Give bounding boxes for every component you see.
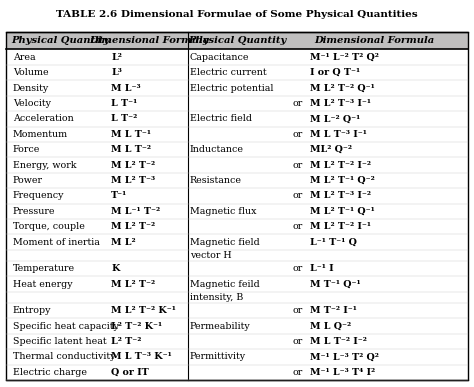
Text: Permittivity: Permittivity (190, 353, 246, 361)
Text: M L² T⁻²: M L² T⁻² (111, 161, 155, 170)
Text: intensity, B: intensity, B (190, 293, 243, 302)
Text: Acceleration: Acceleration (13, 114, 73, 123)
Text: or: or (292, 192, 302, 200)
Text: M T⁻¹ Q⁻¹: M T⁻¹ Q⁻¹ (310, 280, 361, 289)
Text: Energy, work: Energy, work (13, 161, 76, 170)
Text: M L² T⁻² I⁻¹: M L² T⁻² I⁻¹ (310, 222, 371, 231)
Text: Electric field: Electric field (190, 114, 252, 123)
Text: Heat energy: Heat energy (13, 280, 72, 289)
Text: M L⁻³: M L⁻³ (111, 84, 141, 92)
Text: M⁻¹ L⁻³ T² Q²: M⁻¹ L⁻³ T² Q² (310, 353, 379, 361)
Text: M⁻¹ L⁻³ T⁴ I²: M⁻¹ L⁻³ T⁴ I² (310, 368, 375, 377)
Text: M L T⁻³ I⁻¹: M L T⁻³ I⁻¹ (310, 130, 367, 139)
Text: Density: Density (13, 84, 49, 92)
Text: Velocity: Velocity (13, 99, 51, 108)
Text: TABLE 2.6 Dimensional Formulae of Some Physical Quantities: TABLE 2.6 Dimensional Formulae of Some P… (56, 10, 418, 19)
Bar (6, 32, 468, 50)
Text: L²: L² (111, 53, 122, 62)
Text: Physical Quantity: Physical Quantity (188, 36, 286, 45)
Text: Physical Quantity: Physical Quantity (11, 36, 109, 45)
Text: M T⁻² I⁻¹: M T⁻² I⁻¹ (310, 306, 357, 315)
Text: or: or (292, 306, 302, 315)
Text: Resistance: Resistance (190, 176, 242, 185)
Text: M L T⁻²: M L T⁻² (111, 145, 151, 154)
Text: M L⁻¹ T⁻²: M L⁻¹ T⁻² (111, 207, 160, 216)
Text: Magnetic feild: Magnetic feild (190, 280, 260, 289)
Text: Magnetic flux: Magnetic flux (190, 207, 256, 216)
Text: Permeability: Permeability (190, 322, 251, 330)
Text: vector H: vector H (190, 251, 231, 260)
Text: M L T⁻³ K⁻¹: M L T⁻³ K⁻¹ (111, 353, 172, 361)
Text: Electric potential: Electric potential (190, 84, 273, 92)
Text: M L² T⁻¹ Q⁻¹: M L² T⁻¹ Q⁻¹ (310, 207, 375, 216)
Text: Specific heat capacity: Specific heat capacity (13, 322, 118, 330)
Text: Torque, couple: Torque, couple (13, 222, 84, 231)
Text: Electric current: Electric current (190, 68, 266, 77)
Text: Force: Force (13, 145, 40, 154)
Text: or: or (292, 222, 302, 231)
Text: or: or (292, 337, 302, 346)
Text: M L² T⁻³: M L² T⁻³ (111, 176, 155, 185)
Text: K: K (111, 264, 119, 273)
Text: M L² T⁻² K⁻¹: M L² T⁻² K⁻¹ (111, 306, 176, 315)
Text: Frequency: Frequency (13, 192, 64, 200)
Text: Capacitance: Capacitance (190, 53, 249, 62)
Text: or: or (292, 99, 302, 108)
Text: or: or (292, 130, 302, 139)
Text: L⁻¹ T⁻¹ Q: L⁻¹ T⁻¹ Q (310, 238, 357, 247)
Text: L T⁻¹: L T⁻¹ (111, 99, 137, 108)
Text: L³: L³ (111, 68, 122, 77)
Text: Inductance: Inductance (190, 145, 244, 154)
Text: Dimensional Formula: Dimensional Formula (314, 36, 434, 45)
Text: Pressure: Pressure (13, 207, 55, 216)
Text: Power: Power (13, 176, 43, 185)
Text: Momentum: Momentum (13, 130, 68, 139)
Text: M L² T⁻² I⁻²: M L² T⁻² I⁻² (310, 161, 371, 170)
Text: ML² Q⁻²: ML² Q⁻² (310, 145, 352, 154)
Text: M L² T⁻²: M L² T⁻² (111, 280, 155, 289)
Text: M L⁻² Q⁻¹: M L⁻² Q⁻¹ (310, 114, 360, 123)
Text: I or Q T⁻¹: I or Q T⁻¹ (310, 68, 360, 77)
Text: Dimensional Formula: Dimensional Formula (89, 36, 209, 45)
Text: M L² T⁻³ I⁻¹: M L² T⁻³ I⁻¹ (310, 99, 371, 108)
Text: M L T⁻¹: M L T⁻¹ (111, 130, 151, 139)
Text: Specific latent heat: Specific latent heat (13, 337, 106, 346)
Text: M L²: M L² (111, 238, 136, 247)
Text: Entropy: Entropy (13, 306, 51, 315)
Text: M L² T⁻² Q⁻¹: M L² T⁻² Q⁻¹ (310, 84, 375, 92)
Text: M L² T⁻¹ Q⁻²: M L² T⁻¹ Q⁻² (310, 176, 375, 185)
Text: Moment of inertia: Moment of inertia (13, 238, 100, 247)
Text: or: or (292, 161, 302, 170)
Text: M⁻¹ L⁻² T² Q²: M⁻¹ L⁻² T² Q² (310, 53, 379, 62)
Text: L² T⁻²: L² T⁻² (111, 337, 142, 346)
Text: M L² T⁻²: M L² T⁻² (111, 222, 155, 231)
Text: or: or (292, 264, 302, 273)
Text: L⁻¹ I: L⁻¹ I (310, 264, 334, 273)
Text: Magnetic field: Magnetic field (190, 238, 260, 247)
Text: T⁻¹: T⁻¹ (111, 192, 128, 200)
Text: Temperature: Temperature (13, 264, 75, 273)
Text: M L Q⁻²: M L Q⁻² (310, 322, 351, 330)
Text: L² T⁻² K⁻¹: L² T⁻² K⁻¹ (111, 322, 162, 330)
Text: Q or IT: Q or IT (111, 368, 149, 377)
Text: M L² T⁻³ I⁻²: M L² T⁻³ I⁻² (310, 192, 371, 200)
Text: Volume: Volume (13, 68, 48, 77)
Text: M L T⁻² I⁻²: M L T⁻² I⁻² (310, 337, 367, 346)
Text: L T⁻²: L T⁻² (111, 114, 137, 123)
Text: Electric charge: Electric charge (13, 368, 87, 377)
Text: Thermal conductivity: Thermal conductivity (13, 353, 115, 361)
Text: Area: Area (13, 53, 35, 62)
Text: or: or (292, 368, 302, 377)
